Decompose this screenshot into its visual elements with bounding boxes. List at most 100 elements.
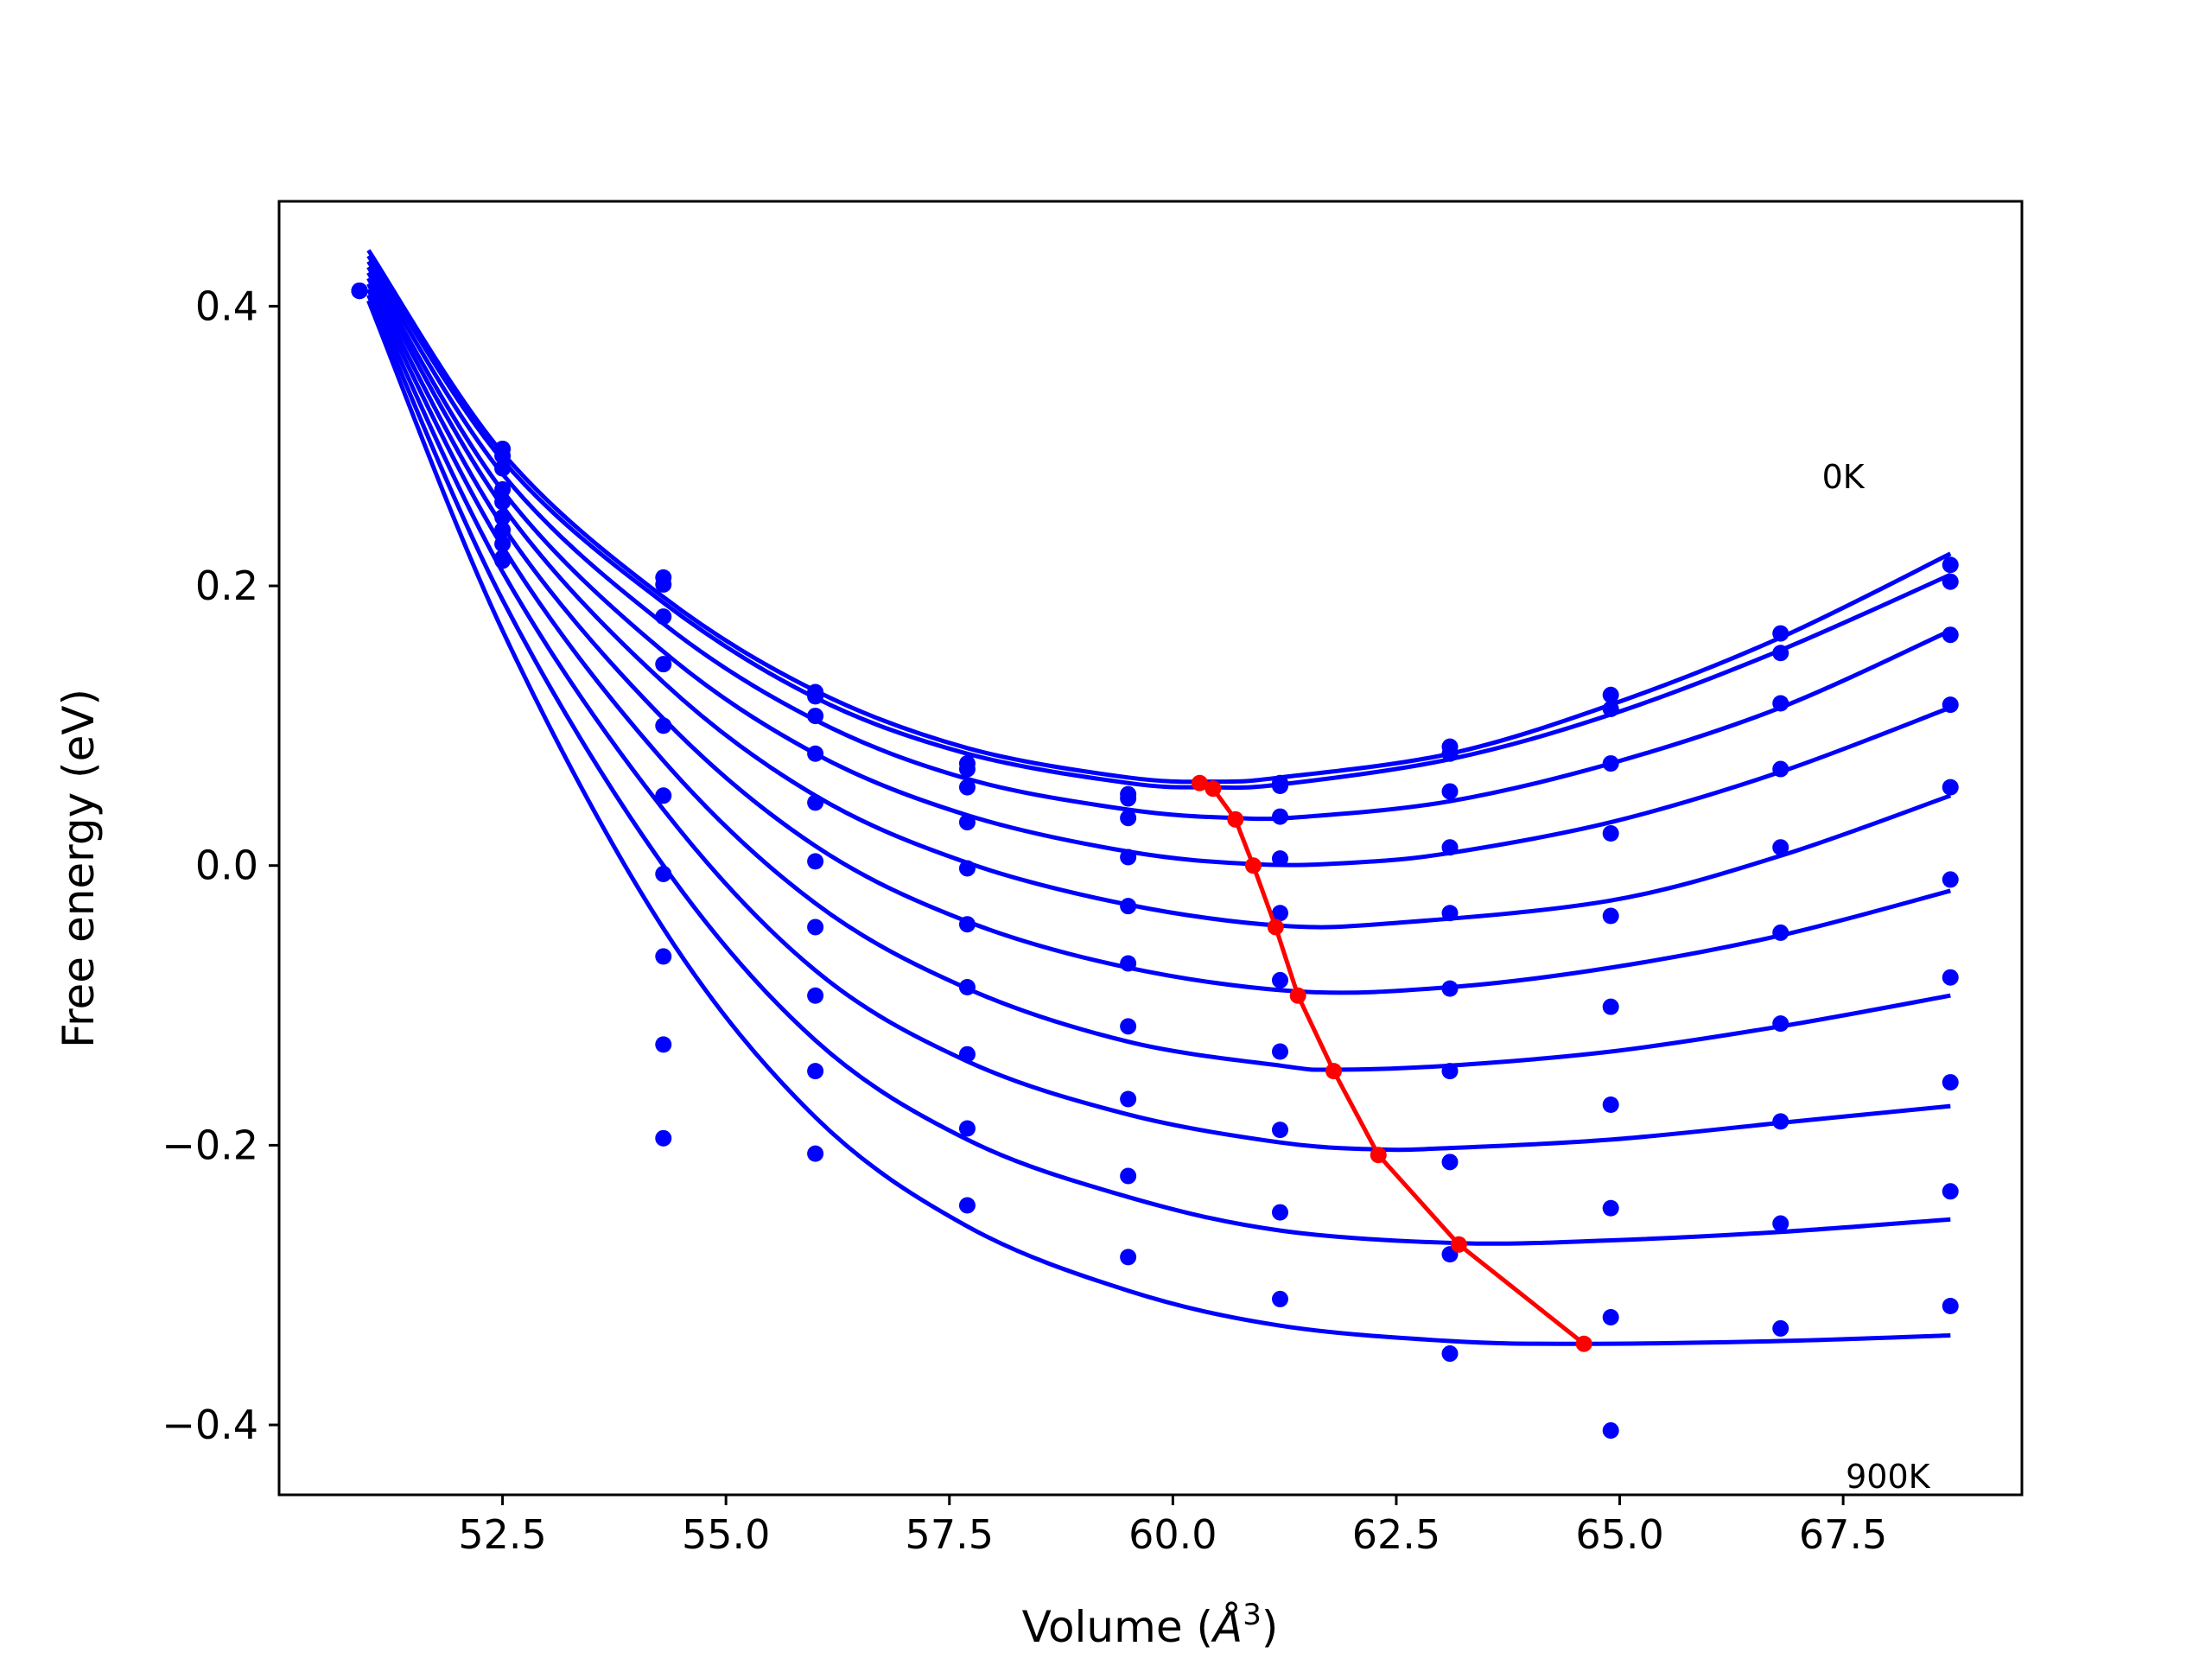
data-point-500K-8: [1602, 998, 1619, 1015]
data-point-800K-6: [1271, 1204, 1288, 1221]
data-point-500K-2: [655, 787, 672, 804]
fit-curve-400K: [366, 271, 1952, 930]
fit-curve-100K: [366, 254, 1952, 791]
data-point-900K-3: [807, 1145, 824, 1162]
temperature-annotation-1: 900K: [1846, 1458, 1931, 1496]
data-point-500K-5: [1120, 955, 1137, 972]
data-point-600K-8: [1602, 1096, 1619, 1113]
y-tick-label: 0.0: [195, 842, 258, 889]
data-point-700K-4: [958, 1046, 976, 1063]
data-point-800K-8: [1602, 1308, 1619, 1325]
data-point-700K-9: [1772, 1113, 1789, 1130]
data-point-600K-9: [1772, 1015, 1789, 1033]
data-point-300K-9: [1772, 760, 1789, 778]
data-point-100K-3: [807, 688, 824, 705]
data-point-300K-7: [1441, 839, 1459, 856]
data-point-700K-8: [1602, 1199, 1619, 1217]
y-tick-label: −0.4: [162, 1402, 258, 1448]
data-point-0K-10: [1942, 556, 1959, 574]
data-point-100K-2: [655, 575, 672, 593]
data-point-800K-10: [1942, 1183, 1959, 1200]
data-point-400K-7: [1441, 905, 1459, 922]
data-point-700K-1: [494, 536, 512, 553]
y-tick-label: −0.2: [162, 1122, 258, 1168]
data-point-400K-2: [655, 717, 672, 734]
data-point-600K-2: [655, 865, 672, 882]
data-point-800K-4: [958, 1120, 976, 1137]
data-point-600K-4: [958, 979, 976, 996]
y-axis-label: Free energy (eV): [54, 689, 104, 1048]
temperature-annotation-0: 0K: [1822, 458, 1866, 496]
x-tick-label: 65.0: [1575, 1511, 1663, 1558]
data-point-200K-5: [1120, 810, 1137, 827]
data-point-100K-8: [1602, 700, 1619, 717]
data-point-500K-7: [1441, 980, 1459, 997]
y-tick-label: 0.4: [195, 283, 258, 329]
y-axis-ticks: 0.4 0.2 0.0 −0.2 −0.4: [162, 283, 279, 1448]
data-point-400K-5: [1120, 898, 1137, 915]
data-point-600K-6: [1271, 1043, 1288, 1060]
data-point-300K-1: [494, 480, 512, 498]
data-point-100K-1: [494, 448, 512, 465]
data-point-700K-5: [1120, 1090, 1137, 1108]
data-point-200K-8: [1602, 755, 1619, 772]
data-point-200K-9: [1772, 695, 1789, 712]
data-point-800K-3: [807, 1063, 824, 1080]
minima-point-7: [1370, 1147, 1387, 1164]
fit-curve-900K: [366, 299, 1951, 1346]
data-point-300K-6: [1271, 850, 1288, 868]
fit-curves: [366, 249, 1952, 1346]
data-point-400K-8: [1602, 907, 1619, 925]
x-tick-label: 57.5: [906, 1511, 994, 1558]
minima-path: [1191, 774, 1592, 1352]
fit-curve-200K: [366, 260, 1952, 822]
fit-curve-800K: [366, 294, 1951, 1246]
x-tick-label: 52.5: [458, 1511, 546, 1558]
data-point-900K-2: [655, 1129, 672, 1147]
data-point-900K-8: [1602, 1422, 1619, 1440]
data-point-200K-10: [1942, 626, 1959, 644]
data-point-200K-6: [1271, 808, 1288, 825]
data-point-300K-2: [655, 656, 672, 673]
x-tick-label: 55.0: [682, 1511, 770, 1558]
data-point-800K-5: [1120, 1167, 1137, 1185]
x-tick-label: 62.5: [1352, 1511, 1440, 1558]
minima-line: [1198, 780, 1586, 1346]
minima-point-5: [1289, 987, 1306, 1004]
data-point-700K-10: [1942, 1074, 1959, 1091]
data-point-900K-1: [494, 552, 512, 569]
data-point-300K-3: [807, 745, 824, 762]
data-point-400K-3: [807, 794, 824, 811]
data-point-600K-7: [1441, 1063, 1459, 1080]
data-point-400K-6: [1271, 905, 1288, 922]
data-point-200K-1: [494, 460, 512, 477]
x-axis-ticks: 52.5 55.0 57.5 60.0 62.5 65.0 67.5: [458, 1495, 1887, 1558]
data-point-700K-6: [1271, 1122, 1288, 1139]
data-point-600K-10: [1942, 969, 1959, 986]
data-point-400K-9: [1772, 839, 1789, 856]
data-point-0K-8: [1602, 686, 1619, 703]
data-point-100K-10: [1942, 573, 1959, 590]
data-point-600K-5: [1120, 1018, 1137, 1035]
data-point-400K-1: [494, 493, 512, 511]
data-point-100K-6: [1271, 777, 1288, 794]
data-point-500K-4: [958, 916, 976, 933]
plot-frame: [277, 200, 2024, 1497]
x-tick-label: 67.5: [1799, 1511, 1887, 1558]
minima-point-1: [1205, 780, 1222, 798]
minima-point-2: [1227, 810, 1244, 828]
data-point-900K-4: [958, 1197, 976, 1214]
data-points: [351, 283, 1959, 1440]
data-point-500K-9: [1772, 924, 1789, 941]
minima-point-8: [1450, 1236, 1467, 1253]
minima-point-4: [1267, 918, 1284, 936]
data-point-0K-9: [1772, 625, 1789, 642]
data-point-600K-3: [807, 918, 824, 936]
annotations: 0K 900K: [1822, 458, 1931, 1496]
data-point-600K-1: [494, 521, 512, 538]
x-axis-label: Volume (Å3): [1022, 1598, 1279, 1652]
data-point-900K-6: [1271, 1290, 1288, 1307]
fit-curve-0K: [366, 249, 1952, 785]
data-point-900K-10: [1942, 1298, 1959, 1315]
